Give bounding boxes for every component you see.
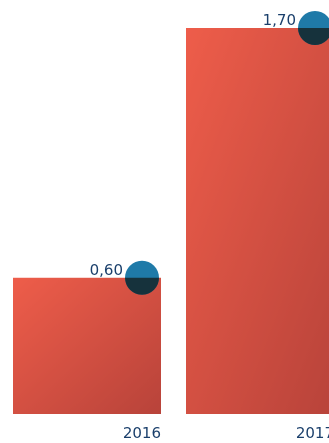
category-label-2017: 2017: [296, 424, 329, 442]
markers-group: [125, 11, 329, 295]
labels-group: 0,60 2016 1,70 2017: [90, 11, 329, 442]
bars-group: [13, 28, 329, 414]
value-marker-overlap-2017: [298, 28, 329, 45]
category-label-2016: 2016: [123, 424, 161, 442]
value-marker-overlap-2016: [125, 277, 159, 295]
bar-2016: [13, 277, 161, 414]
value-label-2016: 0,60: [90, 261, 123, 279]
bar-2017: [186, 28, 329, 414]
value-label-2017: 1,70: [263, 11, 296, 29]
